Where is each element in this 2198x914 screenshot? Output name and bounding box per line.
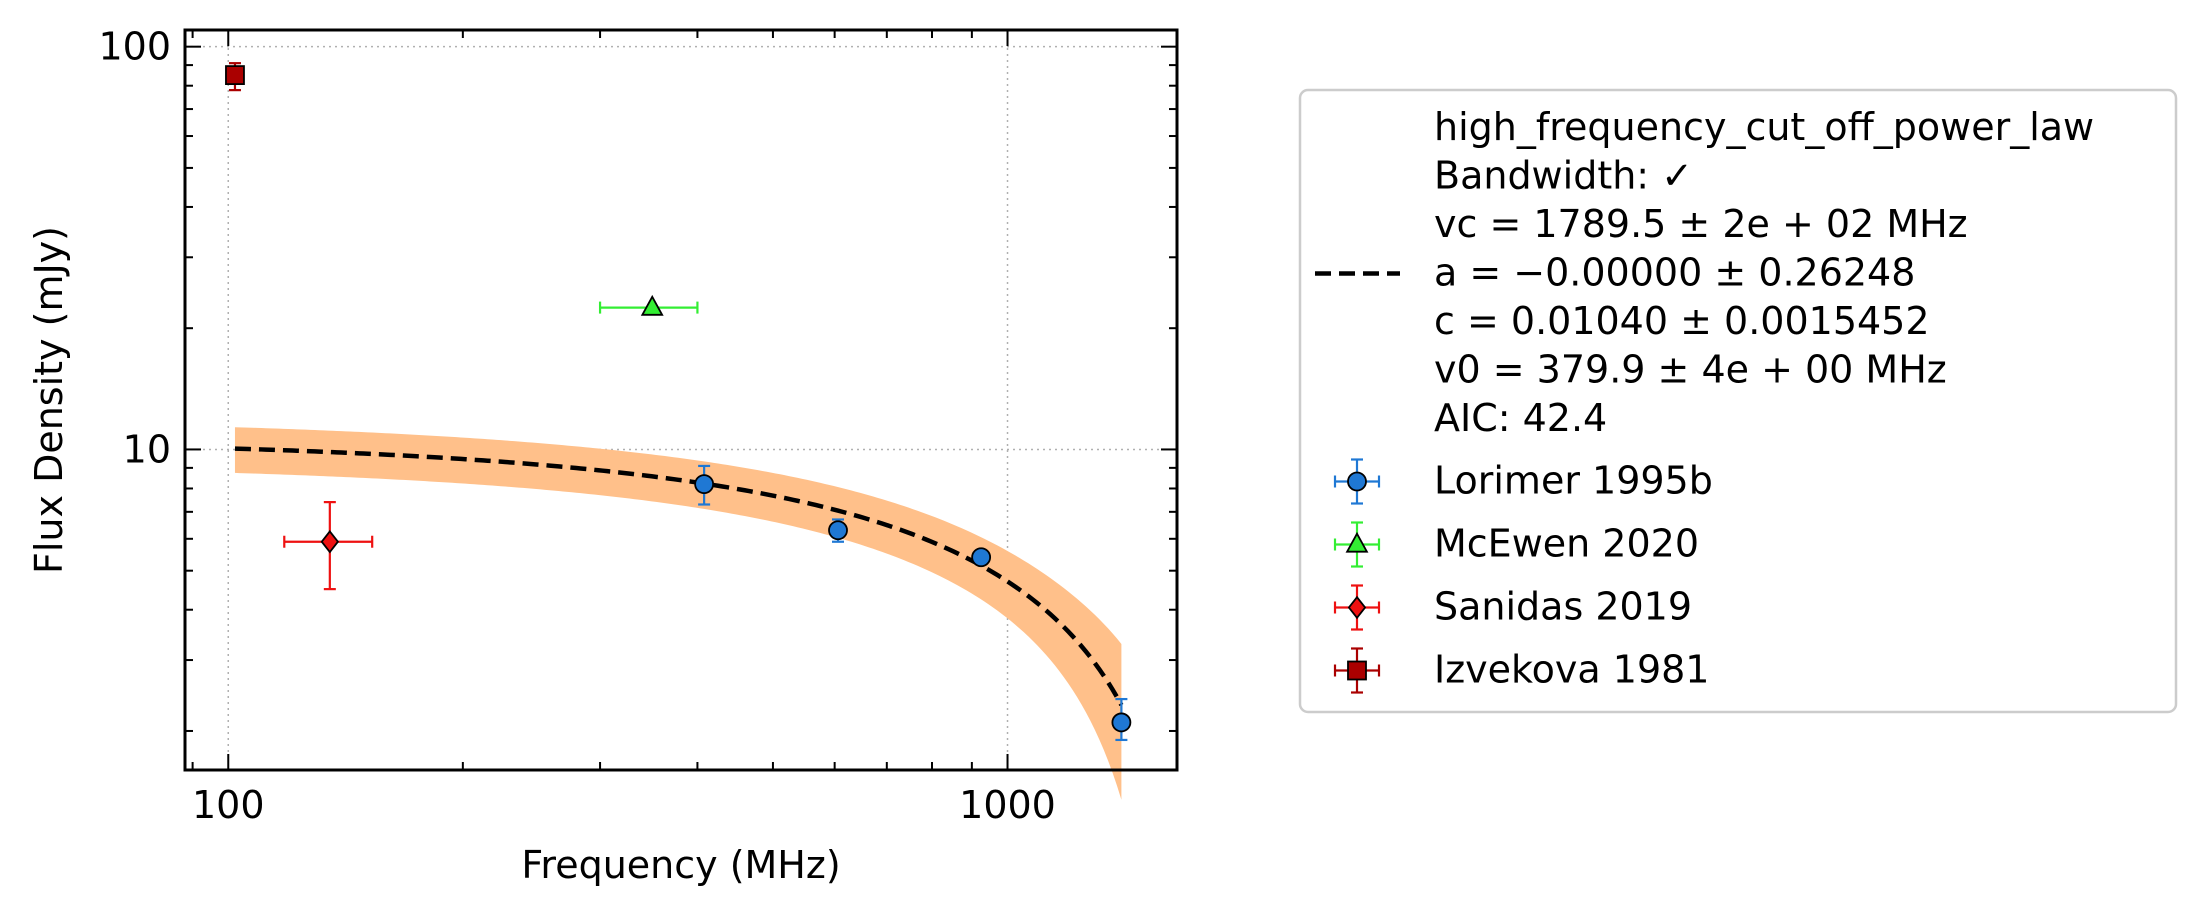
grid <box>185 30 1177 770</box>
legend-entry-mcewen-2020: McEwen 2020 <box>1333 521 1699 568</box>
marker <box>828 520 848 541</box>
legend-marker <box>1347 471 1367 492</box>
legend-fit-line: a = −0.00000 ± 0.26248 <box>1434 251 1915 295</box>
axis-ticks <box>185 30 1177 770</box>
legend-label: Izvekova 1981 <box>1434 648 1709 692</box>
legend-label: Lorimer 1995b <box>1434 459 1713 503</box>
legend-entry-sanidas-2019: Sanidas 2019 <box>1333 584 1692 631</box>
data-points <box>225 62 1132 742</box>
y-axis-title: Flux Density (mJy) <box>27 226 71 574</box>
legend-fit-line: vc = 1789.5 ± 2e + 02 MHz <box>1434 202 1968 246</box>
legend-fit-line: v0 = 379.9 ± 4e + 00 MHz <box>1434 348 1947 392</box>
data-point-mcewen-2020 <box>598 294 699 316</box>
data-point-izvekova-1981 <box>225 62 245 92</box>
data-point-lorimer-1995b <box>1111 697 1132 742</box>
fit-uncertainty-band <box>234 427 1122 800</box>
plot-frame <box>183 28 1179 772</box>
marker <box>640 294 664 316</box>
data-point-lorimer-1995b <box>694 464 715 506</box>
legend-marker <box>1347 595 1367 620</box>
marker <box>1111 712 1132 733</box>
y-tick-label: 100 <box>98 25 171 69</box>
marker <box>694 474 715 495</box>
data-point-sanidas-2019 <box>283 501 374 591</box>
legend-label: Sanidas 2019 <box>1434 585 1692 629</box>
data-point-lorimer-1995b <box>971 547 992 568</box>
legend: high_frequency_cut_off_power_law Bandwidt… <box>1298 88 2178 714</box>
marker <box>320 529 340 554</box>
x-tick-label: 100 <box>192 783 265 827</box>
legend-entry-izvekova-1981: Izvekova 1981 <box>1333 647 1709 694</box>
x-axis-title: Frequency (MHz) <box>521 843 840 887</box>
marker <box>971 547 992 568</box>
legend-fit-line: Bandwidth: ✓ <box>1434 154 1693 198</box>
legend-marker <box>1345 531 1369 553</box>
tick-labels: 100 1000 10 100 <box>98 25 1055 827</box>
legend-entry-lorimer-1995b: Lorimer 1995b <box>1333 458 1713 505</box>
legend-box <box>1298 88 2178 714</box>
x-tick-label: 1000 <box>959 783 1056 827</box>
legend-fit-line: high_frequency_cut_off_power_law <box>1434 105 2094 149</box>
legend-fit-line: c = 0.01040 ± 0.0015452 <box>1434 299 1930 343</box>
legend-label: McEwen 2020 <box>1434 522 1699 566</box>
legend-marker <box>1347 660 1367 681</box>
data-point-lorimer-1995b <box>828 518 848 543</box>
y-tick-label: 10 <box>123 427 171 471</box>
legend-fit-line: AIC: 42.4 <box>1434 396 1607 440</box>
marker <box>225 65 245 85</box>
fit-band <box>234 427 1122 800</box>
